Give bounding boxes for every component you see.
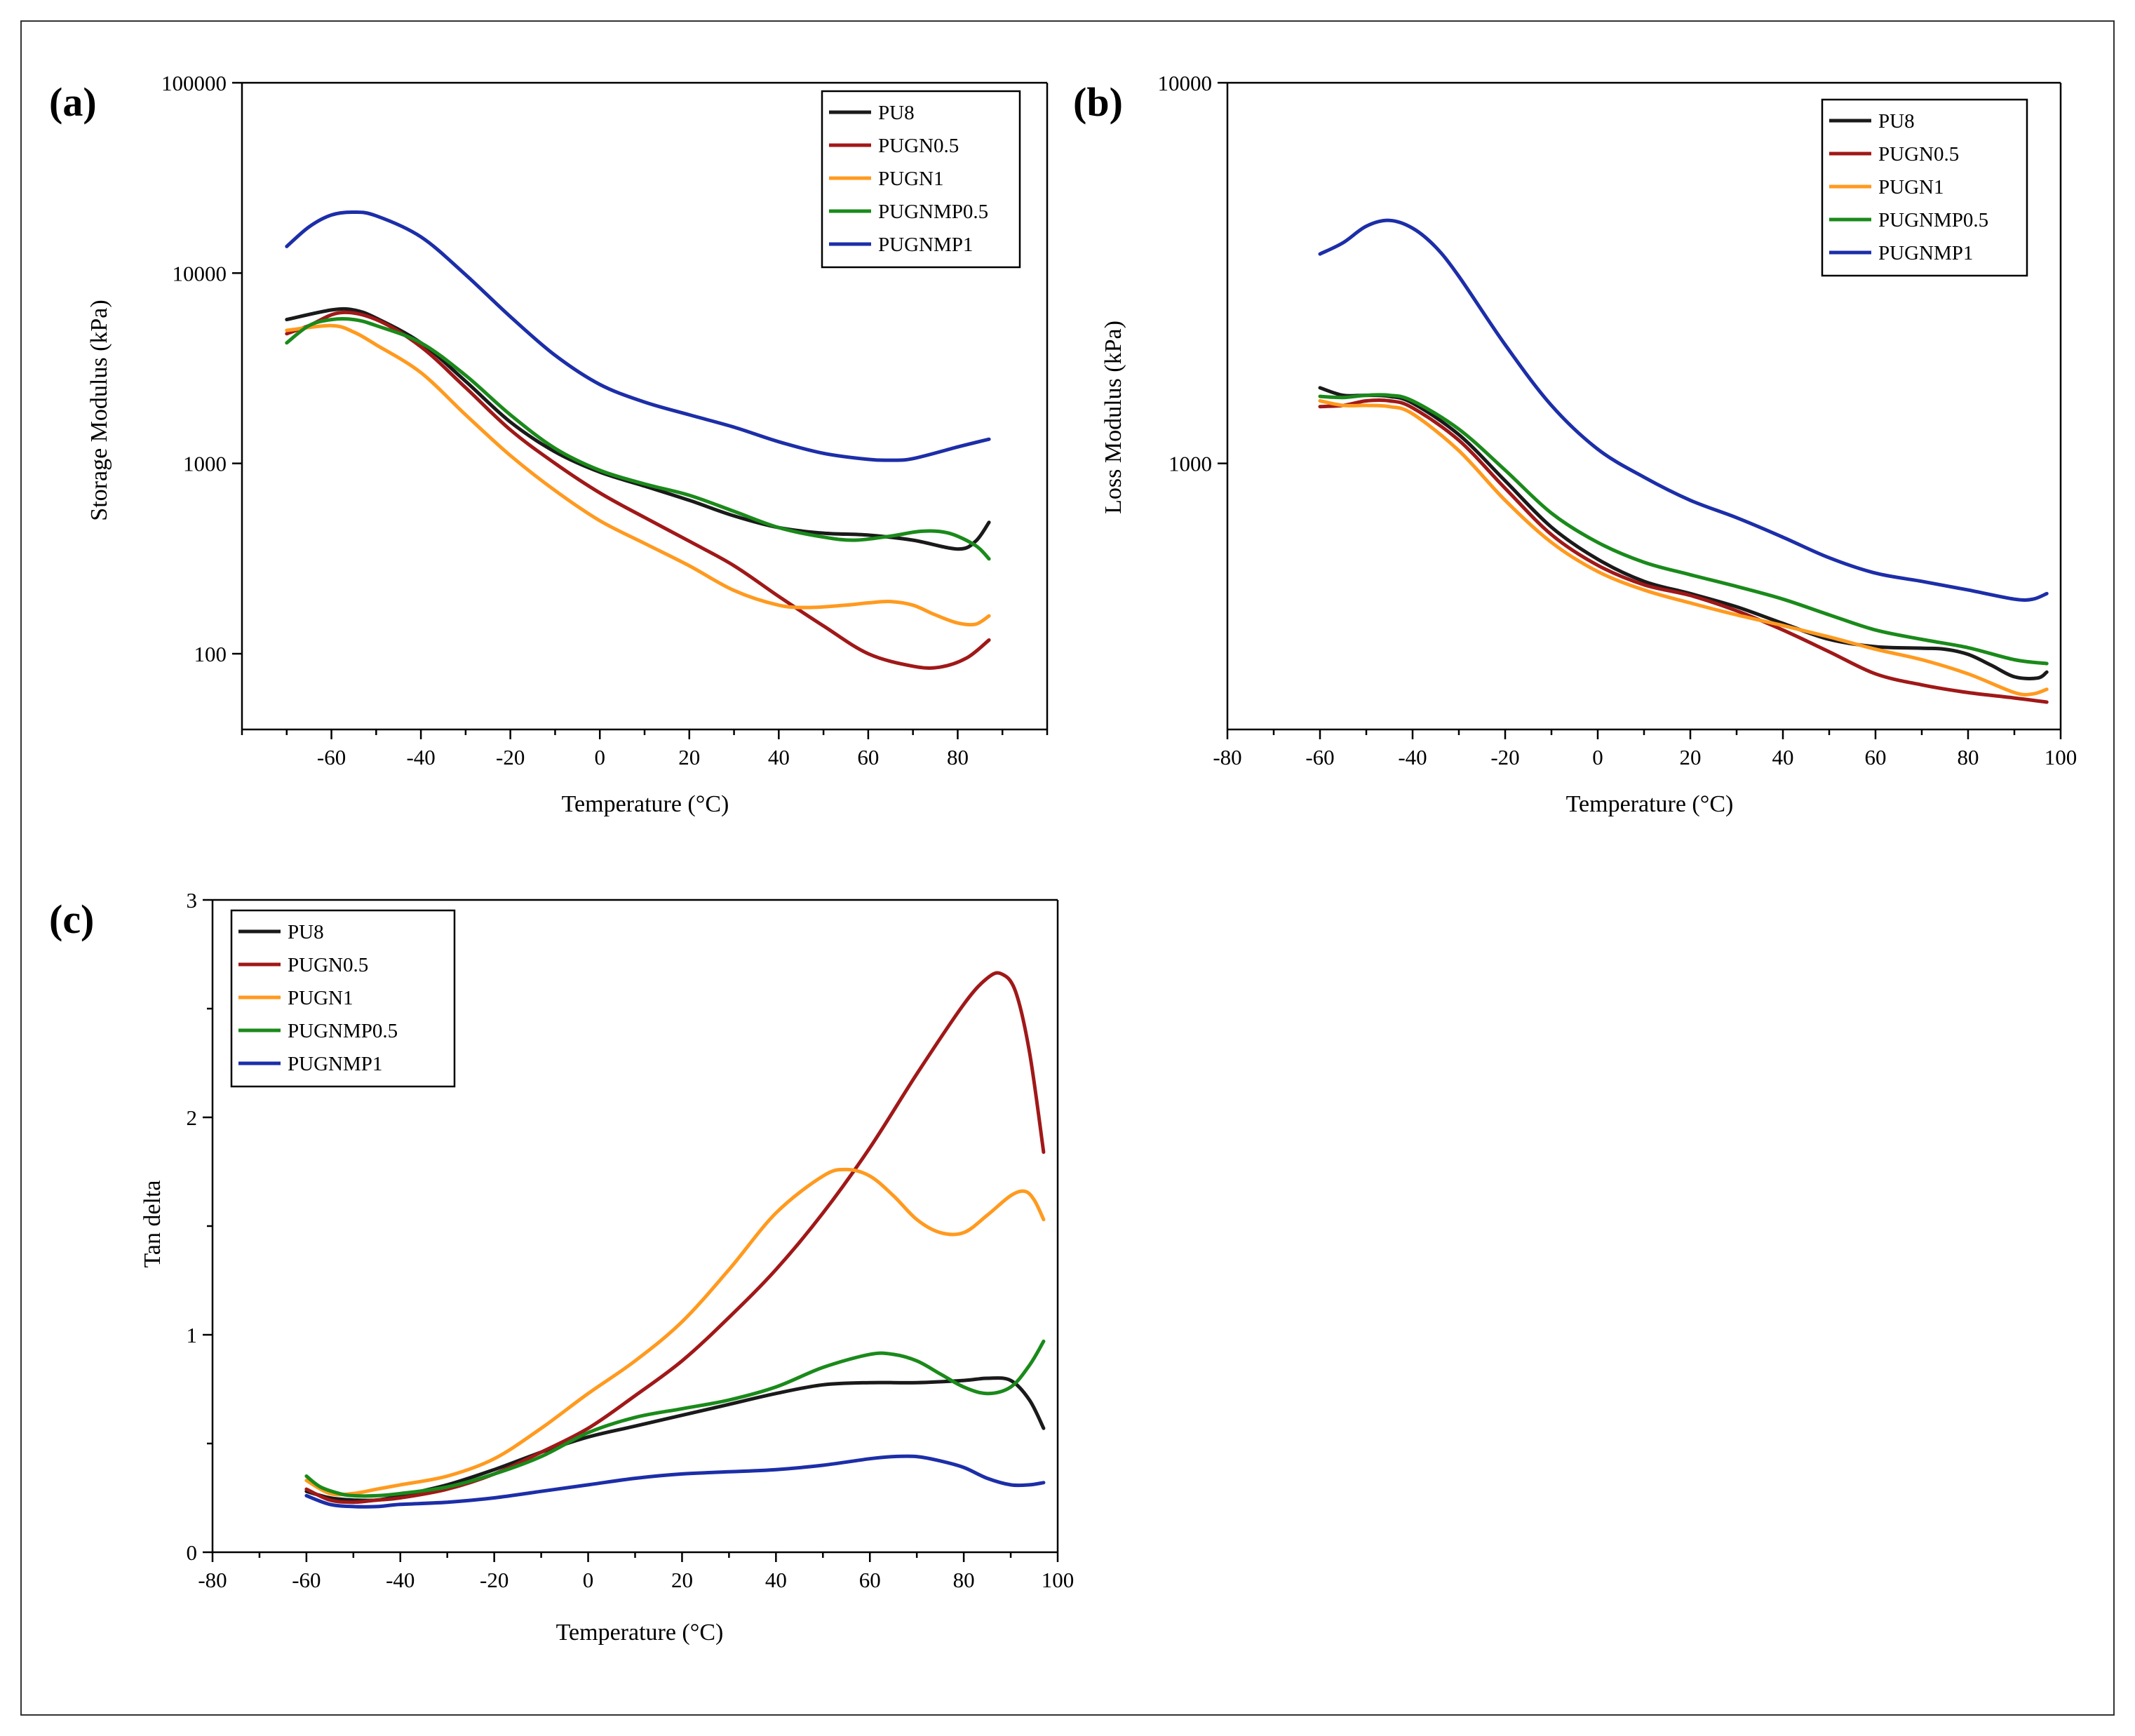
- panel-b-x-tick-label: 40: [1772, 745, 1794, 769]
- panel-a-series-pugnmp0-5: [285, 317, 991, 561]
- panel-a-x-axis-title: Temperature (°C): [562, 791, 729, 817]
- panel-b-x-tick-label: 100: [2045, 745, 2077, 769]
- panel-b-x-tick-label: 0: [1592, 745, 1603, 769]
- panel-c-series-pugn1: [304, 1167, 1046, 1497]
- panel-a-legend: PU8 PUGN0.5 PUGN1 PUGNMP0.5 PUGNMP1: [821, 90, 1021, 269]
- panel-b-y-axis-title: Loss Modulus (kPa): [1100, 321, 1126, 514]
- panel-c-legend: PU8 PUGN0.5 PUGN1 PUGNMP0.5 PUGNMP1: [230, 909, 456, 1088]
- panel-c-x-tick-label: 100: [1042, 1568, 1075, 1592]
- panel-c-y-tick-label: 1: [187, 1323, 198, 1347]
- panel-b-series-pugnmp1: [1318, 218, 2049, 602]
- panel-b-series-pu8: [1318, 386, 2049, 680]
- panel-c-series-pugnmp1: [304, 1454, 1046, 1509]
- panel-c-x-tick-label: -20: [480, 1568, 509, 1592]
- panel-a-legend-label-pugn0-5: PUGN0.5: [878, 135, 959, 157]
- panel-a-x-tick-label: 80: [947, 745, 969, 769]
- panel-b-legend-label-pugn1: PUGN1: [1878, 176, 1944, 199]
- panel-b-series-pugn1: [1318, 399, 2049, 697]
- panel-b-x-tick-label: 20: [1680, 745, 1702, 769]
- panel-c-y-tick-label: 3: [187, 888, 198, 913]
- panel-c-legend-label-pugn0-5: PUGN0.5: [288, 954, 368, 976]
- panel-b-legend-label-pugnmp0-5: PUGNMP0.5: [1878, 209, 1988, 231]
- panel-a-legend-label-pugnmp0-5: PUGNMP0.5: [878, 201, 988, 223]
- panel-b-x-tick-label: -20: [1490, 745, 1519, 769]
- panel-a-x-tick-label: -40: [406, 745, 435, 769]
- panel-c-x-tick-label: 20: [671, 1568, 693, 1592]
- panel-a-x-tick-label: 0: [594, 745, 605, 769]
- panel-c-label: (c): [49, 896, 94, 942]
- panel-c-x-axis-title: Temperature (°C): [556, 1620, 724, 1646]
- panel-c-plot-area: -80 -60 -40 -20 0 20 40 60 80 100 0 1 2 3: [187, 888, 1075, 1592]
- figure-frame: [20, 20, 2115, 1716]
- panel-b-legend-label-pugnmp1: PUGNMP1: [1878, 242, 1973, 264]
- panel-a-y-axis-title: Storage Modulus (kPa): [86, 300, 112, 520]
- panel-a-x-tick-label: -20: [496, 745, 525, 769]
- panel-b-legend-label-pu8: PU8: [1878, 110, 1915, 133]
- panel-b-label: (b): [1073, 79, 1123, 125]
- panel-c-series-pugnmp0-5: [304, 1339, 1046, 1498]
- panel-b-series-pugn0-5: [1318, 398, 2049, 704]
- panel-a-y-tick-label: 1000: [183, 452, 227, 476]
- panel-b-y-tick-label: 10000: [1158, 71, 1213, 95]
- panel-c-series-pugn0-5: [304, 971, 1046, 1505]
- panel-a-series-pugnmp1: [285, 210, 991, 462]
- panel-c-y-tick-label: 0: [187, 1540, 198, 1565]
- panel-b-x-axis-title: Temperature (°C): [1566, 791, 1734, 817]
- panel-c-x-tick-label: -60: [292, 1568, 321, 1592]
- panel-a-x-tick-label: 40: [768, 745, 790, 769]
- panel-c-y-tick-label: 2: [187, 1105, 198, 1130]
- panel-b-x-tick-label: 80: [1958, 745, 1979, 769]
- panel-a-plot-area: -60 -40 -20 0 20 40 60 80 100 1000 10000 100000: [161, 71, 1049, 769]
- panel-a-x-tick-label: 20: [678, 745, 700, 769]
- panel-c-y-axis-title: Tan delta: [140, 1180, 166, 1267]
- panel-a-legend-label-pu8: PU8: [878, 102, 915, 124]
- panel-c-x-tick-label: -40: [386, 1568, 415, 1592]
- panel-c-x-tick-label: 0: [583, 1568, 594, 1592]
- panel-a-legend-label-pugnmp1: PUGNMP1: [878, 234, 973, 256]
- panel-a-legend-label-pugn1: PUGN1: [878, 168, 943, 190]
- panel-c-tan-delta: (c) Temperature (°C) Tan delta -80 -60 -40…: [49, 888, 1074, 1646]
- panel-b-x-tick-label: 60: [1865, 745, 1887, 769]
- panel-b-legend: PU8 PUGN0.5 PUGN1 PUGNMP0.5 PUGNMP1: [1821, 98, 2028, 277]
- panel-a-y-tick-label: 10000: [173, 261, 227, 285]
- panel-c-legend-label-pugnmp0-5: PUGNMP0.5: [288, 1020, 398, 1042]
- panel-c-legend-label-pugn1: PUGN1: [288, 987, 353, 1009]
- panel-a-series-pugn1: [285, 323, 991, 627]
- panel-a-x-tick-label: 60: [857, 745, 879, 769]
- panel-a-x-tick-label: -60: [317, 745, 346, 769]
- panel-a-label: (a): [49, 79, 97, 125]
- panel-c-legend-label-pu8: PU8: [288, 921, 324, 943]
- panel-a-storage-modulus: (a) Temperature (°C) Storage Modulus (kP…: [49, 71, 1049, 817]
- panel-c-x-tick-label: -80: [198, 1568, 227, 1592]
- panel-b-plot-area: -80 -60 -40 -20 0 20 40 60 80 100 1000 10000: [1158, 71, 2077, 769]
- panel-c-x-tick-label: 60: [859, 1568, 881, 1592]
- panel-c-x-tick-label: 80: [953, 1568, 975, 1592]
- panel-b-series-pugnmp0-5: [1318, 393, 2049, 666]
- panel-a-y-tick-label: 100000: [161, 71, 227, 95]
- panel-b-x-tick-label: -40: [1398, 745, 1427, 769]
- panel-b-loss-modulus: (b) Temperature (°C) Loss Modulus (kPa) …: [1073, 71, 2077, 817]
- panel-a-y-tick-label: 100: [194, 642, 227, 666]
- panel-c-x-tick-label: 40: [765, 1568, 787, 1592]
- panel-c-legend-label-pugnmp1: PUGNMP1: [288, 1053, 382, 1075]
- panel-b-x-tick-label: -60: [1305, 745, 1334, 769]
- panel-b-legend-label-pugn0-5: PUGN0.5: [1878, 143, 1959, 166]
- panel-a-series-pugn0-5: [285, 310, 991, 670]
- panel-b-x-tick-label: -80: [1213, 745, 1241, 769]
- panel-b-y-tick-label: 1000: [1168, 452, 1212, 476]
